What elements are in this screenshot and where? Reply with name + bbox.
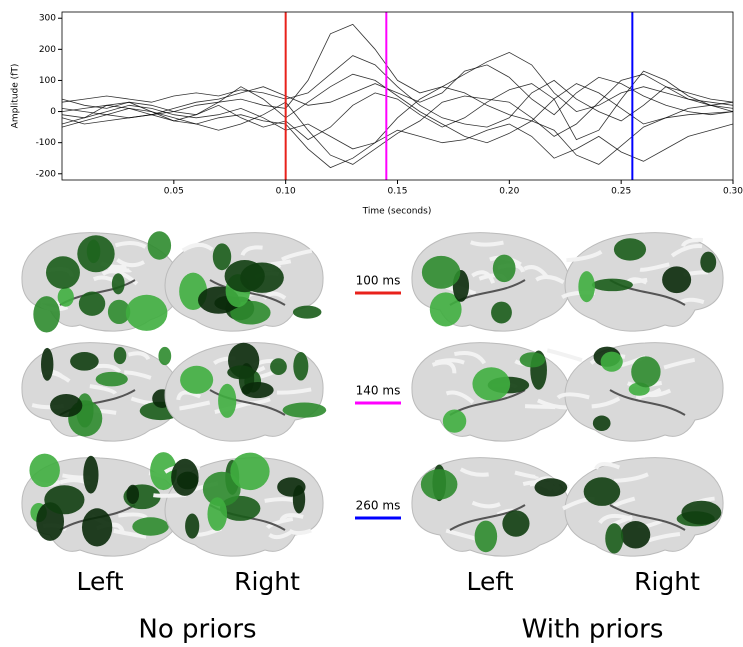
activation: [218, 384, 236, 418]
activation: [283, 403, 327, 418]
gyrus: [108, 268, 130, 270]
brain: [562, 233, 723, 332]
activation: [293, 306, 321, 319]
activation: [592, 279, 633, 292]
activation: [33, 296, 60, 332]
y-tick-label: 200: [39, 45, 56, 55]
activation: [270, 358, 287, 375]
hemisphere-label: Left: [76, 567, 123, 596]
activation: [185, 514, 199, 539]
activation: [82, 508, 112, 546]
activation: [443, 409, 466, 432]
gyrus: [547, 350, 582, 360]
activation: [126, 295, 168, 331]
activation: [240, 262, 284, 292]
brain: [165, 343, 326, 442]
activation: [148, 231, 172, 259]
activation: [593, 415, 611, 430]
y-axis-label: Amplitude (fT): [11, 64, 21, 129]
figure: Time (seconds) Amplitude (fT) -200 -100 0 1…: [0, 0, 743, 647]
x-tick-label: 0.10: [276, 187, 296, 197]
activation: [491, 302, 512, 324]
activation: [601, 352, 623, 372]
y-tick-label: 0: [50, 107, 56, 117]
activation: [46, 256, 80, 289]
activation: [700, 252, 716, 273]
time-label: 140 ms: [356, 384, 401, 398]
activation: [158, 347, 171, 365]
activation: [227, 365, 254, 379]
activation: [77, 235, 114, 272]
y-tick-label: 300: [39, 14, 56, 24]
activation: [614, 238, 646, 260]
activation: [207, 497, 227, 531]
activation: [605, 523, 623, 553]
brain: [153, 453, 323, 557]
group-title: No priors: [138, 615, 256, 645]
activation: [29, 454, 59, 488]
time-label: 260 ms: [356, 499, 401, 513]
activation: [132, 517, 169, 535]
activation: [578, 271, 595, 302]
activation: [631, 356, 660, 387]
x-tick-label: 0.05: [164, 187, 184, 197]
activation: [180, 366, 213, 394]
activation: [472, 367, 510, 400]
activation: [502, 510, 529, 536]
activation: [421, 469, 458, 500]
brain: [412, 233, 570, 332]
hemisphere-label: Right: [234, 567, 300, 596]
y-tick-label: -200: [36, 169, 57, 179]
activation: [171, 459, 199, 496]
activation: [58, 287, 74, 307]
activation: [475, 521, 498, 553]
activation: [114, 347, 127, 364]
brain: [558, 343, 723, 442]
activation: [70, 352, 99, 371]
activation: [230, 453, 269, 490]
x-axis-label: Time (seconds): [362, 207, 432, 217]
time-label: 100 ms: [356, 274, 401, 288]
brain: [563, 458, 723, 557]
activation: [422, 256, 460, 289]
gyrus: [471, 242, 504, 244]
activation: [50, 394, 82, 417]
activation: [534, 478, 567, 496]
gyrus: [525, 406, 555, 407]
activation: [83, 456, 98, 494]
activation: [277, 477, 305, 496]
group-title: With priors: [522, 615, 664, 645]
activation: [493, 255, 516, 283]
gyrus: [265, 499, 295, 501]
brain: [165, 233, 323, 332]
activation: [584, 477, 621, 506]
activation: [112, 273, 125, 294]
brain: [22, 343, 182, 442]
brain: [412, 458, 570, 557]
activation: [213, 243, 231, 270]
activation: [662, 266, 691, 293]
brain: [22, 231, 180, 332]
x-tick-label: 0.15: [387, 187, 407, 197]
x-tick-label: 0.30: [723, 187, 743, 197]
activation: [79, 292, 105, 316]
activation: [44, 485, 84, 514]
brain: [412, 343, 582, 442]
x-tick-label: 0.20: [499, 187, 519, 197]
activation: [293, 352, 308, 381]
y-tick-label: -100: [36, 138, 57, 148]
activation: [621, 521, 650, 548]
y-tick-label: 100: [39, 76, 56, 86]
activation: [241, 382, 273, 398]
activation: [41, 348, 53, 381]
activation: [96, 372, 128, 387]
gyrus: [435, 360, 464, 362]
hemisphere-label: Right: [634, 567, 700, 596]
activation: [126, 485, 139, 504]
x-tick-label: 0.25: [611, 187, 631, 197]
hemisphere-label: Left: [466, 567, 513, 596]
activation: [520, 352, 545, 367]
brain: [22, 452, 180, 556]
activation: [681, 501, 721, 525]
